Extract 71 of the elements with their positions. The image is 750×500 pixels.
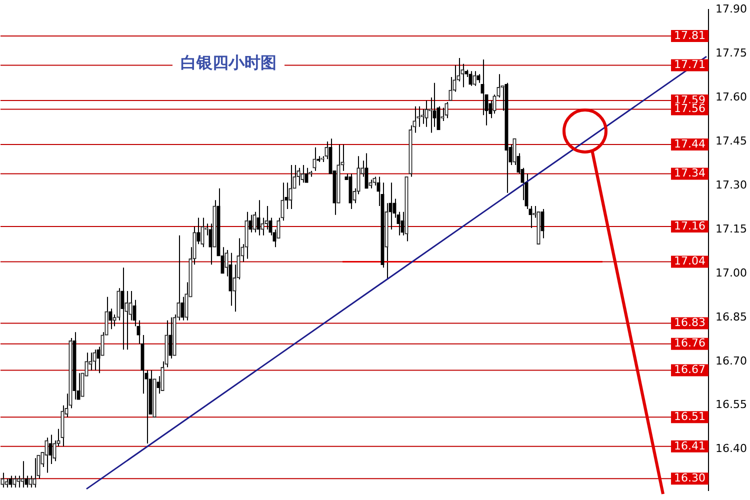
candlestick bbox=[436, 106, 440, 130]
candlestick bbox=[304, 167, 308, 184]
candlestick bbox=[168, 316, 172, 359]
candlestick bbox=[108, 308, 112, 330]
y-tick-label: 16.85 bbox=[716, 310, 747, 324]
ref-line-label: 16.76 bbox=[674, 336, 706, 350]
candlestick bbox=[0, 472, 4, 488]
candlestick bbox=[12, 475, 16, 488]
ref-line-label: 17.44 bbox=[674, 137, 706, 150]
candlestick bbox=[540, 208, 544, 239]
ref-line-label: 17.34 bbox=[674, 166, 706, 180]
candlestick bbox=[196, 217, 200, 245]
candlestick bbox=[472, 70, 476, 86]
ref-line-label: 16.83 bbox=[674, 316, 706, 330]
ref-line-label: 16.67 bbox=[674, 363, 706, 376]
y-tick-label: 17.90 bbox=[716, 2, 747, 16]
y-tick-label: 17.75 bbox=[716, 46, 747, 60]
candlestick bbox=[428, 97, 432, 134]
candlestick bbox=[28, 475, 32, 488]
candlestick bbox=[492, 94, 496, 114]
candlestick bbox=[16, 475, 20, 488]
candlestick bbox=[340, 144, 344, 172]
candlestick bbox=[496, 74, 500, 98]
y-tick-label: 16.70 bbox=[716, 354, 747, 368]
ref-line-label: 17.16 bbox=[674, 219, 706, 232]
candlestick bbox=[364, 152, 368, 189]
candlestick bbox=[288, 164, 292, 210]
ref-line-label: 17.71 bbox=[674, 58, 706, 72]
candlestick bbox=[300, 164, 304, 184]
candlestick bbox=[468, 70, 472, 86]
y-tick-label: 17.45 bbox=[716, 134, 747, 148]
candlestick bbox=[92, 349, 96, 371]
candlestick bbox=[180, 296, 184, 321]
ref-line-label: 16.30 bbox=[674, 472, 706, 485]
candlestick bbox=[48, 434, 52, 465]
candlestick bbox=[156, 376, 160, 394]
y-tick-label: 17.00 bbox=[716, 266, 747, 280]
candlestick bbox=[448, 76, 452, 101]
candlestick bbox=[176, 234, 180, 321]
candlestick bbox=[528, 206, 532, 229]
candlestick bbox=[96, 346, 100, 374]
ref-line-label: 16.41 bbox=[674, 439, 706, 452]
candlestick bbox=[256, 200, 260, 236]
ref-line-label: 16.51 bbox=[674, 410, 706, 423]
candlestick bbox=[248, 214, 252, 233]
candlestick bbox=[420, 108, 424, 124]
candlestick bbox=[112, 314, 116, 327]
candlestick bbox=[400, 211, 404, 236]
candlestick bbox=[424, 100, 428, 128]
y-tick-label: 16.40 bbox=[716, 442, 747, 456]
ref-line-label: 17.04 bbox=[674, 254, 706, 268]
y-tick-label: 17.15 bbox=[716, 222, 747, 236]
candlestick bbox=[260, 217, 264, 236]
text: 白银四小时图 bbox=[180, 52, 276, 72]
candlestick bbox=[280, 182, 284, 222]
y-tick-label: 17.30 bbox=[716, 178, 747, 192]
candlestick bbox=[20, 460, 24, 488]
ref-line-label: 17.81 bbox=[674, 28, 706, 42]
candlestick bbox=[480, 58, 484, 116]
candlestick bbox=[32, 458, 36, 488]
candlestick bbox=[444, 101, 448, 119]
candlestick bbox=[208, 223, 212, 266]
y-tick-label: 16.55 bbox=[716, 398, 747, 412]
candlestick bbox=[252, 211, 256, 233]
candlestick bbox=[8, 475, 12, 488]
candlestick bbox=[44, 437, 48, 474]
candlestick bbox=[120, 267, 124, 350]
candlestick bbox=[312, 146, 316, 172]
candlestick bbox=[296, 167, 300, 186]
candlestick bbox=[200, 217, 204, 248]
y-tick-label: 17.60 bbox=[716, 90, 747, 104]
